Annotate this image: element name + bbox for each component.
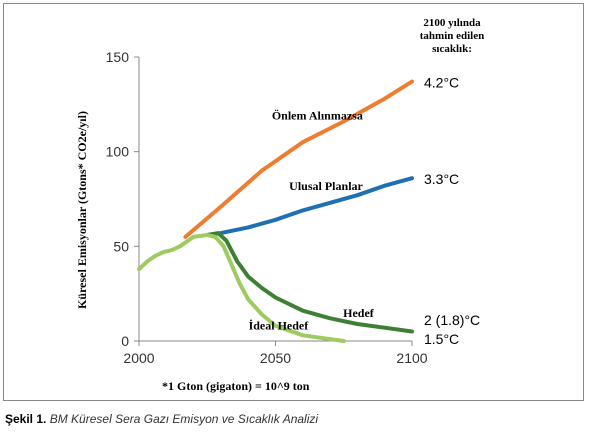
series-name-label: Önlem Alınmazsa [272,108,363,122]
chart-axes: 0 50 100 150 2000 2050 2100 [106,49,428,366]
series-end-label: 1.5°C [424,331,459,347]
series-line-5 [137,244,182,272]
x-tick-label: 2000 [123,350,154,366]
y-axis-label: Küresel Emisyonlar (Gtons* CO2e/yıl) [75,111,89,309]
legend-title-line-1: 2100 yılında [423,17,481,29]
series-line-4 [177,233,346,343]
series-layer [137,79,414,343]
legend-title: 2100 yılında tahmin edilen sıcaklık: [420,17,484,55]
legend-title-line-2: tahmin edilen [420,30,484,42]
series-line-1 [183,79,414,239]
series-name-label: Ulusal Planlar [289,179,363,193]
y-tick-label: 0 [121,333,129,349]
series-name-label: Hedef [343,306,375,320]
emissions-chart: 0 50 100 150 2000 2050 2100 Önlem Alınmazsa 4.2… [75,17,484,393]
figure-frame [3,3,584,401]
series-end-label: 2 (1.8)°C [424,312,480,328]
y-tick-label: 50 [113,238,129,254]
footnote: *1 Gton (gigaton) = 10^9 ton [162,379,310,393]
x-tick-label: 2050 [260,350,291,366]
labels-layer: Önlem Alınmazsa 4.2°C Ulusal Planlar 3.3°C H… [249,75,481,347]
caption-label: Şekil 1. [5,412,47,426]
series-end-label: 4.2°C [424,75,459,91]
series-line-2 [205,176,414,237]
figure-caption: Şekil 1. BM Küresel Sera Gazı Emisyon ve… [5,412,318,426]
series-name-label: İdeal Hedef [249,318,310,332]
y-tick-label: 100 [106,144,130,160]
legend-title-line-3: sıcaklık: [432,43,472,55]
x-tick-label: 2100 [396,350,427,366]
caption-text: BM Küresel Sera Gazı Emisyon ve Sıcaklık… [49,412,319,426]
y-tick-label: 150 [106,49,130,65]
series-line-3 [205,231,414,334]
series-end-label: 3.3°C [424,171,459,187]
